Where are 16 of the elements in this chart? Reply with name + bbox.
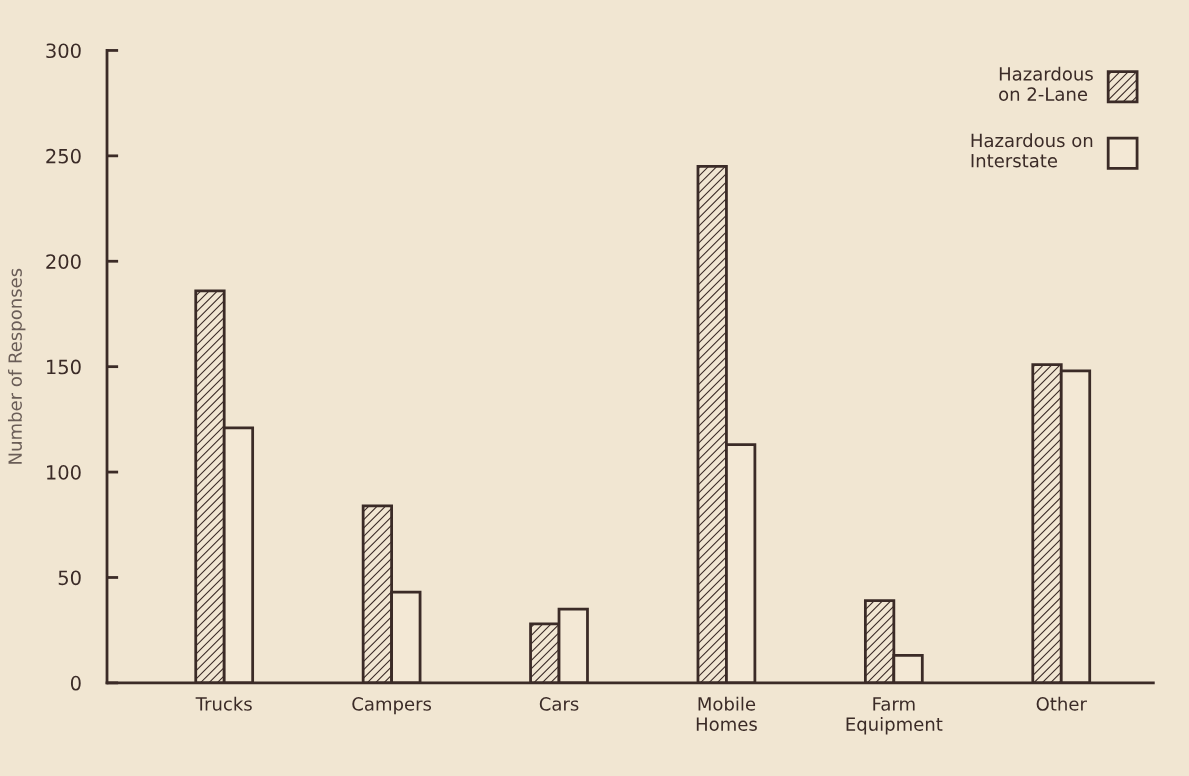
y-axis-title: Number of Responses [7,268,26,464]
y-tick-label: 50 [58,570,81,586]
x-tick-label: Cars [539,697,579,711]
y-tick-label: 250 [46,148,81,164]
y-tick-label: 300 [46,43,81,59]
y-tick-label: 150 [47,359,81,375]
legend-label: Hazardous on 2-Lane [999,66,1093,101]
x-tick-label: Trucks [195,696,252,711]
y-tick-label: 200 [46,254,81,269]
x-tick-label: Campers [352,697,432,715]
legend-label: Hazardous on Interstate [971,133,1093,168]
x-tick-label: Mobile Homes [696,696,757,731]
x-tick-label: Other [1036,696,1087,711]
y-tick-label: 100 [47,465,81,480]
x-tick-label: Farm Equipment [846,697,943,735]
y-tick-label: 0 [70,675,81,691]
